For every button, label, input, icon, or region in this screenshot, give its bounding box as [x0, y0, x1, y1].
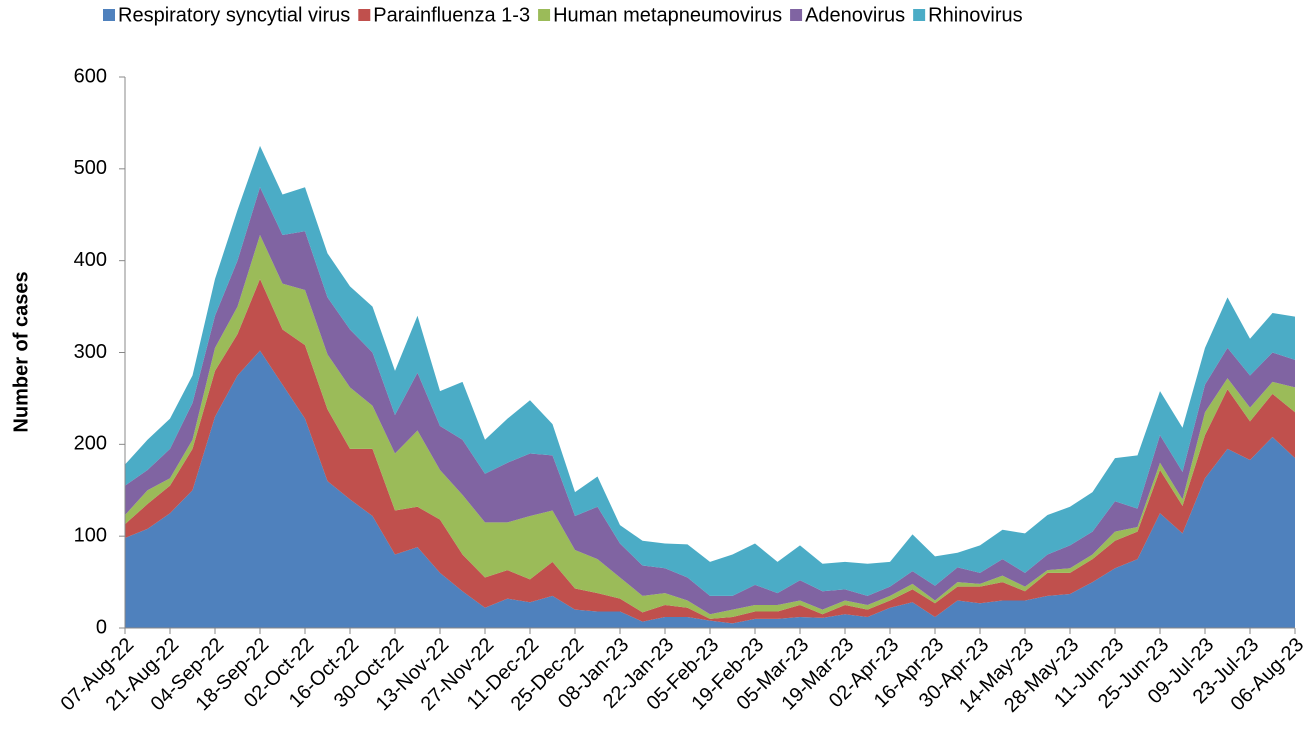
y-tick-label: 200 [74, 433, 107, 455]
legend-swatch [538, 9, 551, 21]
y-tick-label: 400 [74, 249, 107, 271]
legend-label: Respiratory syncytial virus [118, 4, 350, 26]
y-axis-title: Number of cases [10, 271, 32, 432]
y-tick-label: 500 [74, 157, 107, 179]
legend-label: Parainfluenza 1-3 [373, 4, 530, 26]
legend-swatch [790, 9, 803, 21]
legend-swatch [103, 9, 115, 21]
legend-label: Human metapneumovirus [553, 4, 782, 26]
area [125, 234, 1295, 619]
area [125, 350, 1295, 628]
legend-swatch [913, 9, 926, 21]
y-tick-label: 600 [74, 65, 107, 87]
y-tick-label: 300 [74, 341, 107, 363]
y-tick-label: 0 [96, 616, 107, 638]
legend-swatch [358, 9, 371, 21]
legend-label: Adenovirus [805, 4, 905, 26]
area [125, 279, 1295, 624]
legend-label: Rhinovirus [928, 4, 1022, 26]
y-tick-label: 100 [74, 524, 107, 546]
